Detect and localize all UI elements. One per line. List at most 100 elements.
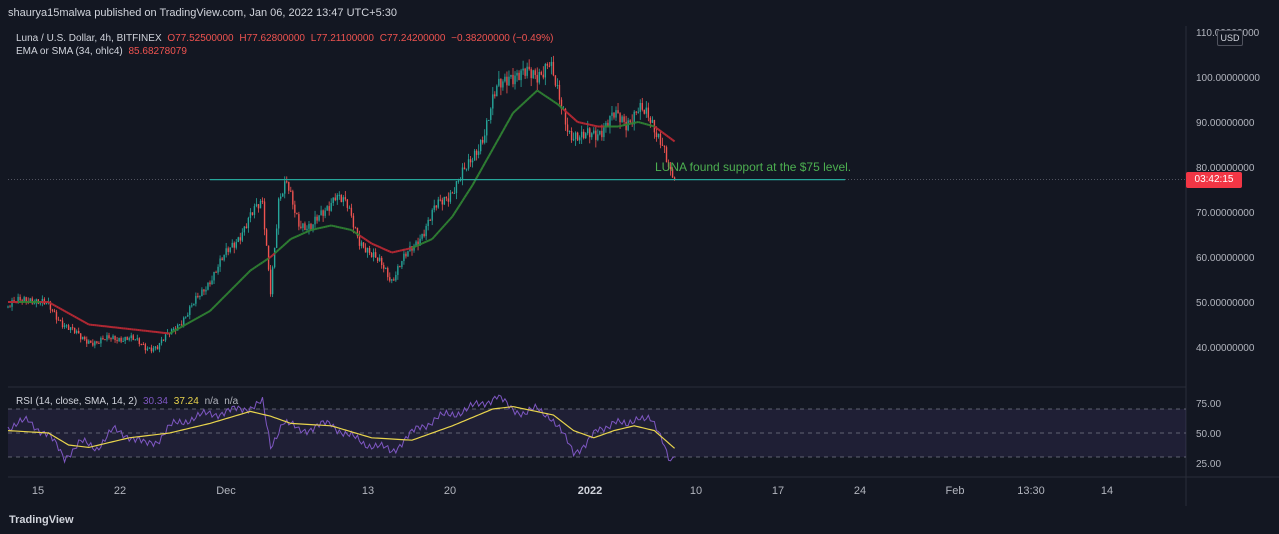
ma-line-segment <box>181 324 185 328</box>
ma-line-segment <box>369 241 373 245</box>
candle-body <box>318 215 320 221</box>
ma-line-segment <box>377 245 381 249</box>
candle-body <box>96 341 98 343</box>
candle-body <box>645 107 648 114</box>
candle-body <box>211 280 213 285</box>
ma-line-segment <box>491 144 496 150</box>
ma-line-segment <box>411 246 415 249</box>
candle-body <box>518 72 520 81</box>
candle-body <box>239 237 241 241</box>
rsi-ma-line <box>7 405 675 449</box>
candle-body <box>116 339 118 342</box>
candle-body <box>639 102 641 112</box>
candle-body <box>522 68 524 71</box>
candle-body <box>98 342 100 344</box>
ma-line-segment <box>497 134 502 139</box>
candle-body <box>643 109 645 114</box>
candle-body <box>673 177 676 180</box>
candle-body <box>651 119 654 123</box>
candle-body <box>609 115 611 128</box>
candle-body <box>526 66 528 76</box>
ma-line-segment <box>225 292 229 296</box>
ma-line-segment <box>443 222 448 227</box>
candle-body <box>455 181 458 194</box>
ma-line-segment <box>209 308 213 312</box>
ma-line-segment <box>554 101 558 105</box>
candle-body <box>603 127 605 138</box>
ma-line-segment <box>483 159 488 164</box>
chart-background <box>0 26 1279 506</box>
candle-body <box>546 63 549 66</box>
candle-body <box>358 236 361 246</box>
ma-line-segment <box>530 93 534 97</box>
ma-line-segment <box>534 89 538 94</box>
candle-body <box>90 340 92 343</box>
ma-line-segment <box>457 203 462 208</box>
ma-line-segment <box>504 123 508 128</box>
candle-body <box>73 327 76 333</box>
candle-body <box>193 303 195 306</box>
candle-body <box>187 315 189 317</box>
ma-line-segment <box>528 95 532 99</box>
ma-line-segment <box>451 212 456 218</box>
candle-body <box>655 132 658 138</box>
candle-body <box>110 338 112 340</box>
candle-body <box>75 331 78 333</box>
candle-body <box>271 267 274 295</box>
ma-line-segment <box>646 123 649 126</box>
candle-body <box>219 258 221 267</box>
candle-body <box>447 198 450 202</box>
publish-bar: shaurya15malwa published on TradingView.… <box>0 0 1279 26</box>
ma-line-segment <box>197 315 201 319</box>
ma-line-segment <box>211 306 215 310</box>
candle-body <box>663 145 666 148</box>
time-tick-label: 14 <box>1101 485 1113 497</box>
chart-canvas[interactable]: 110.00000000100.0000000090.0000000080.00… <box>0 26 1279 506</box>
candle-body <box>611 112 613 116</box>
candle-body <box>7 306 9 308</box>
candle-body <box>445 196 448 199</box>
candle-body <box>514 75 516 85</box>
ma-line-segment <box>294 235 298 239</box>
candle-body <box>338 194 340 196</box>
ma-line-segment <box>526 97 530 101</box>
candle-body <box>516 72 518 76</box>
candle-body <box>372 252 375 258</box>
candle-body <box>576 132 579 141</box>
ma-line-segment <box>663 133 668 137</box>
tradingview-logo[interactable]: TradingView <box>9 514 74 526</box>
candle-body <box>286 181 288 183</box>
candle-body <box>138 338 140 344</box>
ma-line-segment <box>371 242 375 246</box>
candle-body <box>443 196 446 205</box>
ma-line-segment <box>447 218 452 222</box>
candle-body <box>583 131 585 139</box>
ma-line-segment <box>215 302 219 306</box>
price-tick-label: 80.00000000 <box>1196 163 1255 174</box>
ma-line-segment <box>665 134 670 138</box>
candle-body <box>613 112 615 118</box>
candle-body <box>229 247 231 252</box>
ma-line-segment <box>298 233 302 237</box>
candle-body <box>11 300 13 307</box>
ma-line-segment <box>205 311 209 315</box>
candle-body <box>290 190 292 192</box>
ma-line-segment <box>58 306 62 310</box>
candle-body <box>498 78 500 86</box>
candle-body <box>332 197 334 203</box>
ma-line-segment <box>659 130 664 134</box>
time-tick-label: 15 <box>32 485 44 497</box>
candle-body <box>496 85 498 97</box>
ma-line-segment <box>358 234 363 238</box>
ma-line-segment <box>538 91 542 95</box>
candle-body <box>570 130 573 141</box>
candle-body <box>356 227 359 237</box>
ma-line-segment <box>308 229 312 232</box>
ma-line-segment <box>221 296 225 300</box>
currency-badge[interactable]: USD <box>1217 30 1243 46</box>
candle-body <box>13 300 15 302</box>
ma-value: 85.68278079 <box>128 46 187 57</box>
candle-body <box>453 193 456 195</box>
ma-line-segment <box>275 249 280 253</box>
candle-body <box>665 147 668 163</box>
